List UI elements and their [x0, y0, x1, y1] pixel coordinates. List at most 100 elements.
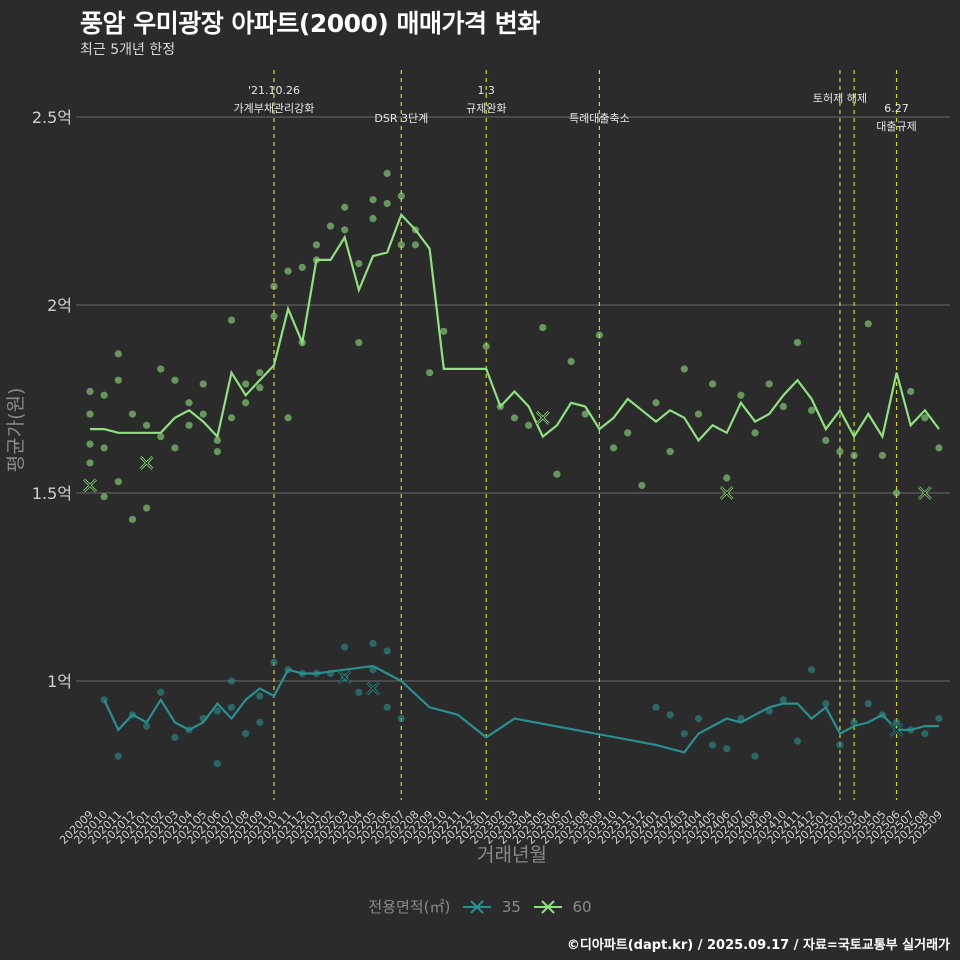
- y-tick-label: 2.5억: [32, 108, 72, 127]
- data-point: [312, 241, 320, 249]
- data-point: [751, 429, 759, 437]
- data-point: [666, 448, 674, 456]
- event-label: 규제완화: [466, 102, 506, 115]
- data-point: [525, 421, 533, 429]
- data-point: [86, 440, 94, 448]
- data-point: [227, 414, 236, 422]
- data-point: [680, 365, 688, 373]
- data-point: [850, 718, 858, 726]
- data-point: [779, 696, 787, 704]
- data-point: [227, 703, 236, 711]
- data-point: [723, 745, 731, 753]
- event-label: 1.3: [477, 84, 495, 97]
- cancel-marker: [337, 670, 352, 685]
- data-point: [709, 741, 717, 749]
- data-point: [609, 444, 618, 452]
- data-point: [171, 376, 179, 384]
- data-point: [808, 406, 816, 414]
- y-axis-label: 평균가(원): [5, 388, 27, 473]
- data-point: [793, 339, 802, 347]
- data-point: [213, 760, 221, 768]
- data-point: [836, 741, 844, 749]
- event-label: '21.10.26: [248, 84, 300, 97]
- data-point: [242, 380, 250, 388]
- chart-subtitle: 최근 5개년 한정: [80, 42, 176, 58]
- data-point: [100, 696, 108, 704]
- data-point: [114, 478, 122, 486]
- data-point: [765, 380, 773, 388]
- data-point: [369, 214, 377, 223]
- series-line: [90, 212, 940, 443]
- data-point: [426, 369, 434, 377]
- data-point: [624, 429, 632, 437]
- data-point: [864, 699, 872, 708]
- data-point: [935, 715, 943, 723]
- data-point: [86, 410, 94, 418]
- data-point: [383, 703, 391, 711]
- y-tick-labels: 1억 1.5억 2억 2.5억: [32, 108, 72, 691]
- grid-lines: [76, 116, 950, 682]
- data-point: [793, 737, 802, 745]
- event-label: 특례대출축소: [569, 112, 630, 125]
- data-point: [397, 715, 405, 723]
- data-point: [114, 376, 122, 384]
- data-point: [907, 387, 915, 396]
- data-point: [822, 436, 830, 444]
- series-35: [100, 639, 943, 768]
- data-point: [86, 459, 94, 467]
- series-line: [103, 664, 939, 754]
- data-point: [100, 493, 108, 501]
- data-point: [822, 699, 830, 708]
- event-label: 대출규제: [876, 120, 916, 133]
- y-tick-label: 1.5억: [32, 484, 72, 503]
- data-point: [100, 444, 108, 452]
- data-point: [510, 414, 519, 422]
- legend-item-60: 60: [533, 897, 592, 916]
- data-point: [779, 402, 787, 411]
- y-tick-label: 2억: [47, 296, 72, 315]
- data-point: [850, 451, 858, 459]
- data-point: [921, 414, 929, 422]
- data-point: [185, 421, 193, 429]
- cancel-marker: [917, 486, 932, 500]
- data-point: [638, 481, 646, 490]
- data-point: [270, 312, 278, 320]
- data-point: [284, 414, 292, 422]
- data-point: [694, 715, 703, 723]
- data-point: [171, 444, 179, 452]
- cancel-marker: [719, 486, 734, 500]
- data-point: [86, 387, 94, 396]
- data-point: [270, 658, 278, 666]
- data-point: [256, 369, 264, 377]
- event-label: 6.27: [884, 102, 909, 115]
- data-point: [213, 448, 221, 456]
- data-point: [892, 718, 901, 726]
- data-point: [100, 391, 108, 399]
- data-point: [892, 489, 901, 497]
- data-point: [878, 451, 887, 459]
- data-point: [539, 323, 547, 332]
- data-point: [341, 643, 349, 651]
- data-point: [355, 339, 363, 347]
- data-point: [227, 316, 236, 324]
- data-point: [256, 692, 264, 700]
- data-point: [808, 666, 816, 674]
- data-point: [171, 733, 179, 742]
- data-point: [397, 192, 405, 200]
- data-point: [341, 226, 349, 234]
- cancel-marker: [366, 681, 380, 696]
- data-point: [567, 357, 575, 365]
- data-point: [284, 267, 292, 275]
- event-label: DSR 3단계: [374, 112, 428, 125]
- x-axis-label: 거래년월: [477, 844, 547, 866]
- cancel-marker: [889, 722, 904, 737]
- data-point: [143, 504, 151, 512]
- data-point: [383, 169, 391, 177]
- data-point: [199, 410, 207, 418]
- data-point: [256, 718, 264, 726]
- data-point: [369, 196, 377, 204]
- source-caption: ©디아파트(dapt.kr) / 2025.09.17 / 자료=국토교통부 실…: [566, 938, 950, 953]
- data-point: [227, 677, 236, 685]
